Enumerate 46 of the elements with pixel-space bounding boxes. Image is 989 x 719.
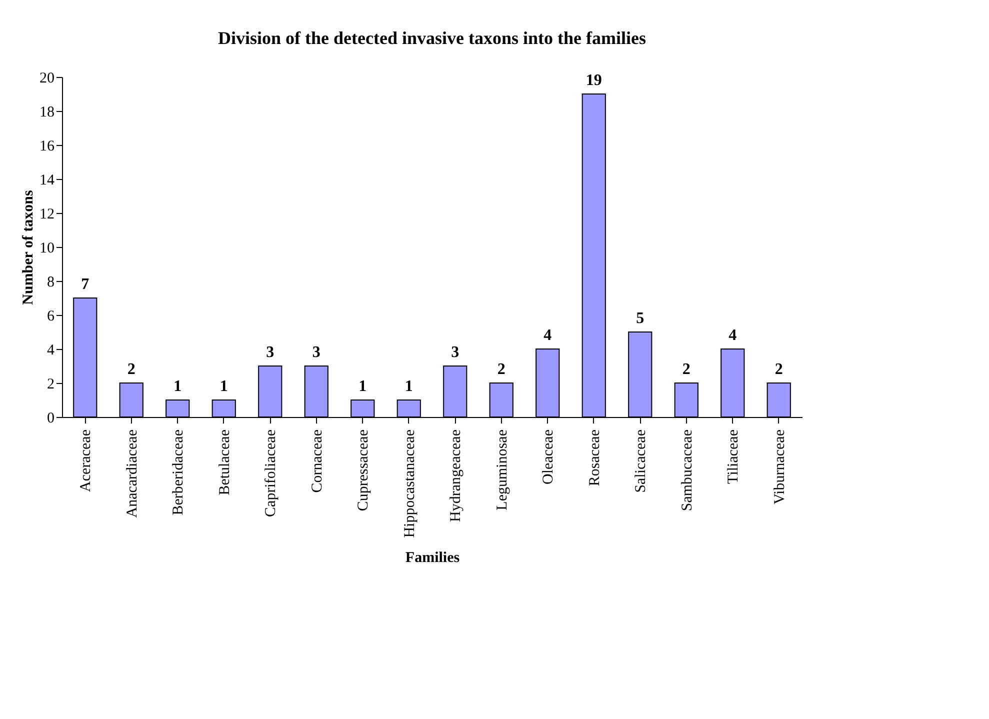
y-tick-label: 12 — [40, 206, 54, 222]
data-label: 4 — [544, 327, 552, 344]
x-tick-label: Cornaceae — [309, 429, 326, 493]
data-label: 3 — [451, 344, 460, 361]
y-tick-label: 6 — [47, 308, 55, 324]
x-tick-label: Cupressaceae — [356, 429, 372, 512]
x-tick-label: Aceraceae — [78, 429, 94, 492]
x-tick-label: Sambucaceae — [679, 429, 696, 512]
y-tick-label: 4 — [47, 342, 55, 358]
data-label: 19 — [586, 72, 602, 89]
data-label: 1 — [220, 378, 228, 395]
data-label: 2 — [774, 361, 783, 378]
y-tick-label: 8 — [47, 274, 54, 290]
y-tick-label: 10 — [40, 240, 54, 256]
x-tick-label: Tiliaceae — [726, 429, 742, 484]
chart-title: Division of the detected invasive taxons into the families — [218, 28, 646, 48]
data-label: 1 — [404, 378, 413, 395]
y-tick-label: 14 — [40, 172, 55, 188]
data-label: 1 — [358, 378, 367, 395]
x-tick-label: Betulaceae — [216, 429, 233, 496]
x-tick-label: Oleaceae — [540, 429, 557, 484]
y-tick-label: 2 — [47, 376, 54, 392]
data-label: 5 — [636, 310, 644, 327]
x-tick-label: Caprifoliaceae — [263, 429, 280, 517]
y-axis-title: Number of taxons — [20, 190, 36, 305]
data-label: 3 — [266, 344, 274, 361]
y-tick-label: 18 — [40, 104, 54, 120]
data-label: 2 — [682, 361, 690, 378]
x-tick-label: Salicaceae — [633, 429, 650, 493]
data-label: 4 — [728, 327, 737, 344]
data-label: 2 — [127, 361, 136, 378]
x-tick-label: Berberidaceae — [170, 429, 187, 516]
x-tick-label: Rosaceae — [586, 429, 603, 486]
y-tick-label: 0 — [47, 410, 54, 426]
data-label: 3 — [312, 344, 320, 361]
y-tick-label: 20 — [40, 70, 54, 86]
x-tick-label: Anacardiaceae — [124, 429, 140, 518]
data-label: 1 — [174, 378, 182, 395]
data-label: 7 — [81, 276, 90, 293]
y-tick-label: 16 — [40, 138, 55, 154]
x-tick-label: Hydrangeaceae — [448, 429, 464, 522]
x-tick-label: Viburnaceae — [772, 429, 788, 504]
x-tick-label: Hippocastanaceae — [402, 429, 418, 538]
x-tick-label: Leguminosae — [494, 429, 510, 510]
x-axis-title: Families — [405, 550, 460, 566]
data-label: 2 — [497, 361, 506, 378]
